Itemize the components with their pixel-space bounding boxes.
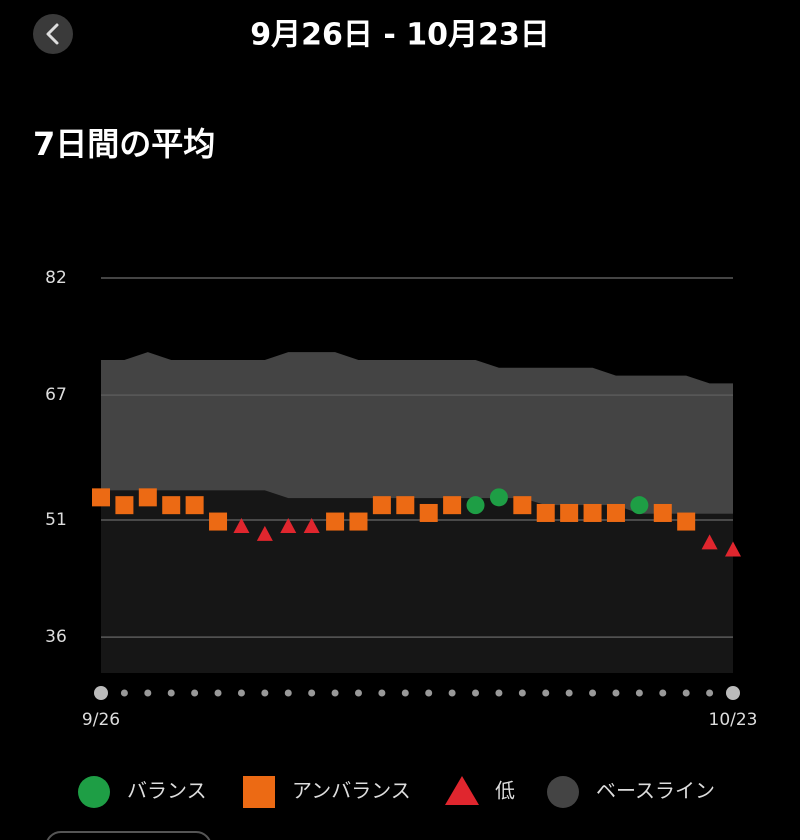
point <box>209 512 228 531</box>
x-dot <box>726 686 740 700</box>
subtitle: 7日間の平均 <box>33 125 215 163</box>
x-tick-label: 10/23 <box>709 710 758 730</box>
x-dot <box>565 689 573 697</box>
point <box>536 503 555 522</box>
baseline-band <box>101 352 733 514</box>
point <box>233 518 250 534</box>
legend-label: アンバランス <box>292 779 411 803</box>
legend-label: 低 <box>495 779 515 803</box>
x-dot <box>542 689 550 697</box>
point <box>185 496 204 515</box>
point <box>349 512 368 531</box>
y-tick-label: 36 <box>45 627 67 647</box>
point <box>138 488 157 507</box>
x-dot <box>331 689 339 697</box>
point <box>115 496 134 515</box>
x-dot <box>214 689 222 697</box>
x-dot <box>448 689 456 697</box>
point <box>256 525 273 541</box>
x-dot <box>261 689 269 697</box>
point <box>396 496 415 515</box>
x-dot <box>635 689 643 697</box>
y-tick-label: 67 <box>45 385 67 405</box>
header-title: 9月26日 - 10月23日 <box>250 18 549 53</box>
point <box>560 503 579 522</box>
x-dot <box>659 689 667 697</box>
x-dot <box>191 689 199 697</box>
x-dot <box>378 689 386 697</box>
x-dot <box>425 689 433 697</box>
x-dot <box>589 689 597 697</box>
x-dot <box>308 689 316 697</box>
point <box>372 496 391 515</box>
x-dot <box>495 689 503 697</box>
point <box>92 488 110 507</box>
point <box>419 503 438 522</box>
back-icon <box>46 23 59 45</box>
point <box>677 512 696 531</box>
point <box>466 496 485 515</box>
legend-marker <box>547 776 579 808</box>
x-dot <box>706 689 714 697</box>
point <box>513 496 532 515</box>
x-dot <box>120 689 128 697</box>
legend-marker <box>243 776 275 808</box>
below-baseline <box>101 490 733 673</box>
point <box>725 541 741 557</box>
back-button[interactable] <box>33 14 73 54</box>
point <box>303 518 320 534</box>
x-dot <box>401 689 409 697</box>
x-dot <box>284 689 292 697</box>
point <box>701 534 718 550</box>
point <box>326 512 345 531</box>
x-dot <box>354 689 362 697</box>
x-dot <box>518 689 526 697</box>
legend-label: ベースライン <box>596 779 715 803</box>
legend-marker <box>445 776 479 805</box>
x-dot <box>167 689 175 697</box>
x-dot <box>237 689 245 697</box>
y-tick-label: 82 <box>45 268 67 288</box>
legend-label: バランス <box>127 779 207 803</box>
point <box>489 488 508 507</box>
legend-marker <box>78 776 110 808</box>
x-dot <box>612 689 620 697</box>
point <box>630 496 649 515</box>
x-tick-label: 9/26 <box>82 710 120 730</box>
point <box>162 496 181 515</box>
x-dot <box>472 689 480 697</box>
point <box>606 503 625 522</box>
x-dot <box>94 686 108 700</box>
point <box>443 496 462 515</box>
y-tick-label: 51 <box>45 510 67 530</box>
x-dot <box>144 689 152 697</box>
point <box>653 503 672 522</box>
point <box>280 518 297 534</box>
x-dot <box>682 689 690 697</box>
button[interactable] <box>46 831 211 840</box>
point <box>583 503 602 522</box>
